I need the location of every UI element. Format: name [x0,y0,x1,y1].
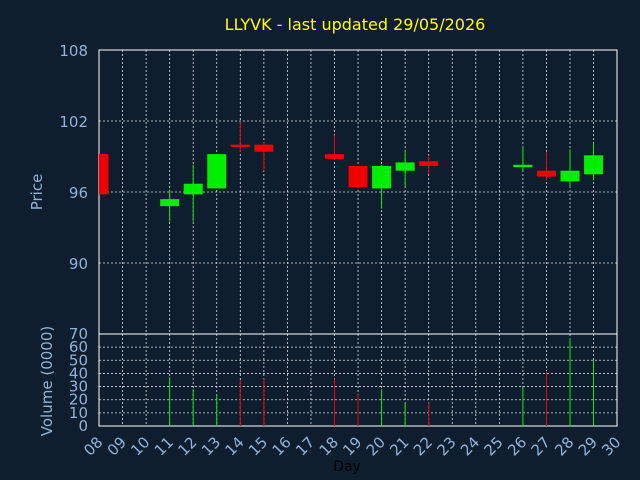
x-axis-label: Day [333,459,361,475]
candle-body [183,183,203,195]
x-tick-label: 21 [386,433,412,459]
x-tick-label: 17 [292,433,318,459]
price-tick-label: 96 [69,184,88,202]
x-tick-label: 12 [174,433,200,459]
x-tick-label: 26 [504,433,530,459]
candles-group [99,122,604,222]
volume-tick-label: 10 [69,404,88,422]
volume-tick-label: 0 [78,417,88,435]
x-tick-label: 14 [221,433,247,459]
volume-tick-label: 20 [69,391,88,409]
candle-body [230,144,250,148]
candle-body [99,154,109,195]
volume-tick-label: 70 [69,325,88,343]
price-axis-label: Price [28,174,46,211]
x-tick-label: 11 [151,433,177,459]
x-tick-label: 09 [104,433,130,459]
candle-body [560,170,580,182]
candle-body [395,162,415,171]
candle-body [536,170,556,177]
price-tick-label: 108 [59,42,88,60]
candle-body [348,165,368,188]
x-tick-label: 24 [457,433,483,459]
candle-body [372,165,392,189]
volume-axis-label: Volume (0000) [38,326,56,436]
candle-body [419,161,439,166]
x-tick-label: 18 [316,433,342,459]
x-tick-label: 25 [481,433,507,459]
volume-tick-label: 40 [69,364,88,382]
x-tick-label: 08 [80,433,106,459]
price-tick-label: 102 [59,113,88,131]
x-tick-label: 28 [551,433,577,459]
candle-body [325,154,344,159]
x-tick-label: 29 [575,433,601,459]
x-tick-label: 30 [598,433,624,459]
x-tick-label: 19 [339,433,365,459]
x-tick-label: 23 [433,433,459,459]
x-tick-label: 15 [245,433,271,459]
price-tick-label: 90 [69,255,88,273]
candle-body [160,199,180,207]
x-tick-label: 27 [528,433,554,459]
candle-body [584,155,604,175]
volume-tick-label: 30 [69,378,88,396]
volume-tick-label: 60 [69,338,88,356]
candle-body [513,164,533,168]
candle-body [254,144,274,152]
chart-title: LLYVK - last updated 29/05/2026 [225,15,486,34]
x-tick-label: 10 [127,433,153,459]
x-tick-label: 22 [410,433,436,459]
candle-body [207,154,227,189]
volume-tick-label: 50 [69,351,88,369]
x-tick-label: 20 [363,433,389,459]
x-tick-label: 16 [269,433,295,459]
x-tick-label: 13 [198,433,224,459]
